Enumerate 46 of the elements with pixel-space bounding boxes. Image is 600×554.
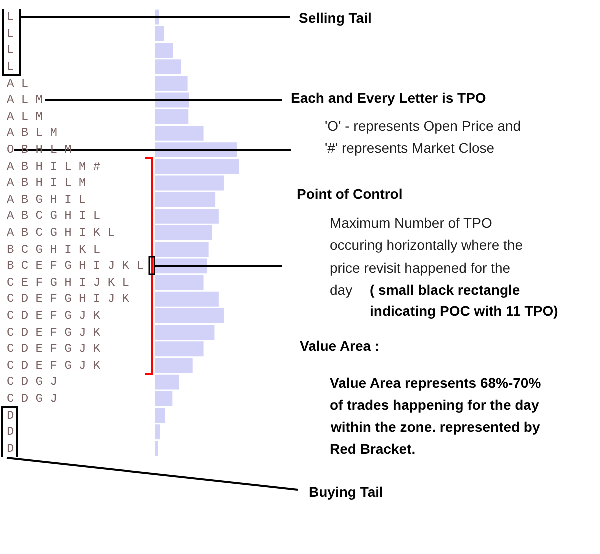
- y-tick-label: A L M: [7, 110, 44, 124]
- y-tick-label: C D E F G H I J K: [7, 292, 130, 306]
- y-tick-label: C D E F G J K: [7, 326, 102, 340]
- y-tick-label: C D E F G J K: [7, 359, 102, 373]
- bar: [155, 358, 193, 374]
- text: Value Area represents 68%-70%: [330, 375, 542, 391]
- y-tick-label: A B C G H I L: [7, 209, 101, 223]
- text: day: [330, 282, 353, 298]
- y-tick-label: B C E F G H I J K L: [7, 259, 144, 273]
- y-tick-label: A B L M: [7, 126, 58, 140]
- text: indicating POC with 11 TPO): [370, 303, 558, 319]
- bar: [155, 176, 224, 191]
- y-tick-label: A B G H I L: [7, 193, 86, 207]
- y-tick-label: A L: [7, 77, 29, 91]
- y-tick-label: C D E F G J K: [7, 342, 102, 356]
- y-tick-label: A B C G H I K L: [7, 226, 116, 240]
- y-tick-label: A L M: [7, 93, 44, 107]
- text: ( small black rectangle: [370, 282, 520, 298]
- text: Point of Control: [297, 186, 403, 202]
- text: occuring horizontally where the: [330, 237, 524, 253]
- y-tick-label: C D E F G J K: [7, 309, 102, 323]
- y-tick-label: C D G J: [7, 375, 58, 389]
- y-tick-label: C D G J: [7, 392, 58, 406]
- text: Each and Every Letter is TPO: [291, 90, 486, 106]
- text: of trades happening for the day: [330, 397, 540, 413]
- text: '#' represents Market Close: [325, 140, 495, 156]
- y-tick-label: D: [7, 442, 14, 456]
- text: within the zone. represented by: [330, 419, 540, 435]
- text: 'O' - represents Open Price and: [325, 118, 521, 134]
- text: Value Area :: [300, 338, 380, 354]
- y-tick-label: D: [7, 409, 14, 423]
- y-tick-label: L: [7, 27, 14, 41]
- text: Buying Tail: [309, 484, 384, 500]
- y-tick-label: L: [7, 43, 14, 57]
- y-tick-label: L: [7, 10, 14, 24]
- y-tick-label: D: [7, 425, 14, 439]
- text: Maximum Number of TPO: [330, 215, 492, 231]
- bar: [155, 275, 204, 290]
- text: Red Bracket.: [330, 441, 416, 457]
- text: Selling Tail: [299, 10, 372, 26]
- y-tick-label: A B H I L M: [7, 176, 86, 190]
- y-tick-label: A B H I L M #: [7, 160, 101, 174]
- y-tick-label: C E F G H I J K L: [7, 276, 130, 290]
- y-tick-label: B C G H I K L: [7, 243, 101, 257]
- text: price revisit happened for the: [330, 260, 511, 276]
- y-tick-label: L: [7, 60, 14, 74]
